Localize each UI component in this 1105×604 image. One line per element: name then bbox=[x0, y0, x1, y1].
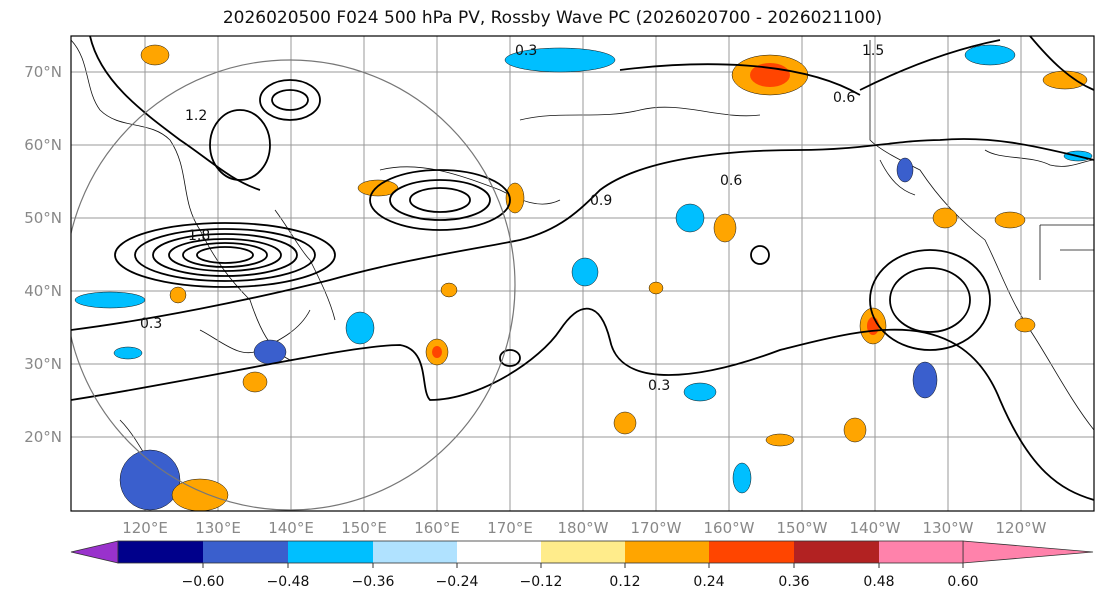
colorbar-swatch bbox=[625, 541, 709, 563]
lat-label: 70°N bbox=[24, 63, 62, 81]
map-border bbox=[70, 35, 1095, 512]
lat-label: 40°N bbox=[24, 282, 62, 300]
lat-label: 20°N bbox=[24, 428, 62, 446]
contour-label: 0.6 bbox=[720, 173, 742, 189]
chart-title: 2026020500 F024 500 hPa PV, Rossby Wave … bbox=[222, 8, 883, 28]
lon-label: 170°W bbox=[631, 519, 682, 537]
contour-label: 0.9 bbox=[590, 193, 612, 209]
colorbar: −0.60 −0.48 −0.36 −0.24 −0.12 0.12 0.24 … bbox=[70, 540, 1094, 590]
lon-label: 120°E bbox=[122, 519, 168, 537]
colorbar-tick: −0.60 bbox=[182, 574, 225, 590]
colorbar-swatch bbox=[288, 541, 373, 563]
lat-axis: 70°N 60°N 50°N 40°N 30°N 20°N bbox=[24, 63, 62, 446]
contour-label: 1.5 bbox=[862, 43, 884, 59]
contour-label: 0.3 bbox=[648, 378, 670, 394]
colorbar-swatch bbox=[879, 541, 963, 563]
colorbar-tick: 0.12 bbox=[609, 574, 640, 590]
colorbar-swatch bbox=[118, 541, 203, 563]
colorbar-tick: −0.36 bbox=[352, 574, 395, 590]
reference-circle bbox=[71, 59, 516, 511]
lon-label: 150°E bbox=[341, 519, 387, 537]
lat-label: 30°N bbox=[24, 355, 62, 373]
colorbar-swatch bbox=[457, 541, 541, 563]
colorbar-tick: 0.36 bbox=[778, 574, 809, 590]
lon-label: 180°W bbox=[558, 519, 609, 537]
lon-label: 160°E bbox=[414, 519, 460, 537]
contour-label: 1.2 bbox=[185, 108, 207, 124]
contour-label: 0.3 bbox=[140, 316, 162, 332]
colorbar-max-arrow bbox=[962, 540, 1094, 564]
lon-label: 120°W bbox=[996, 519, 1047, 537]
lon-label: 140°E bbox=[268, 519, 314, 537]
lat-label: 60°N bbox=[24, 136, 62, 154]
colorbar-swatch bbox=[541, 541, 625, 563]
colorbar-tick: 0.48 bbox=[863, 574, 894, 590]
colorbar-tick: −0.48 bbox=[267, 574, 310, 590]
lon-label: 170°E bbox=[487, 519, 533, 537]
colorbar-swatch bbox=[203, 541, 288, 563]
colorbar-tick: −0.24 bbox=[436, 574, 479, 590]
contour-label: 1.8 bbox=[188, 228, 210, 244]
colorbar-swatch bbox=[373, 541, 457, 563]
graticule bbox=[71, 36, 1094, 511]
colorbar-tick: −0.12 bbox=[520, 574, 563, 590]
lon-label: 130°E bbox=[195, 519, 241, 537]
lon-label: 140°W bbox=[850, 519, 901, 537]
lat-label: 50°N bbox=[24, 209, 62, 227]
pv-contours bbox=[71, 36, 1094, 501]
colorbar-tick: 0.24 bbox=[693, 574, 724, 590]
contour-label: 0.6 bbox=[833, 90, 855, 106]
contour-label: 0.3 bbox=[515, 43, 537, 59]
colorbar-swatch bbox=[709, 541, 794, 563]
lon-axis: 120°E 130°E 140°E 150°E 160°E 170°E 180°… bbox=[122, 519, 1046, 537]
lon-label: 130°W bbox=[923, 519, 974, 537]
colorbar-min-arrow bbox=[70, 540, 119, 564]
lon-label: 160°W bbox=[704, 519, 755, 537]
contour-label-group: 0.3 0.6 0.9 1.2 1.5 1.8 0.3 0.6 0.3 bbox=[140, 43, 884, 394]
lon-label: 150°W bbox=[777, 519, 828, 537]
colorbar-swatch bbox=[794, 541, 879, 563]
colorbar-tick: 0.60 bbox=[947, 574, 978, 590]
